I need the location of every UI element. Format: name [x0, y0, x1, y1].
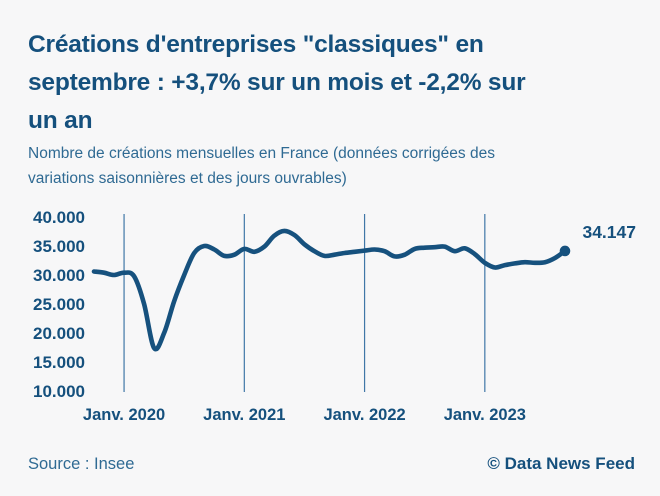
- end-value-label: 34.147: [582, 222, 636, 242]
- y-tick-label: 40.000: [33, 208, 85, 227]
- x-tick-label: Janv. 2022: [323, 406, 405, 424]
- subtitle-line-2: variations saisonnières et des jours ouv…: [28, 170, 347, 187]
- y-tick-label: 25.000: [33, 295, 85, 314]
- y-tick-label: 10.000: [33, 382, 85, 401]
- title-line-3: un an: [28, 107, 93, 134]
- y-tick-label: 20.000: [33, 324, 85, 343]
- x-tick-label: Janv. 2020: [83, 406, 165, 424]
- title-line-2: septembre : +3,7% sur un mois et -2,2% s…: [28, 69, 526, 96]
- y-tick-label: 30.000: [33, 266, 85, 285]
- series-line: [91, 228, 568, 352]
- x-tick-label: Janv. 2021: [203, 406, 285, 424]
- end-point-marker: [559, 245, 571, 257]
- credit-label: © Data News Feed: [487, 454, 635, 473]
- chart-subtitle: Nombre de créations mensuelles en France…: [28, 141, 628, 191]
- title-line-1: Créations d'entreprises "classiques" en: [28, 31, 484, 58]
- y-tick-label: 15.000: [33, 353, 85, 372]
- y-tick-label: 35.000: [33, 237, 85, 256]
- x-tick-label: Janv. 2023: [444, 406, 526, 424]
- subtitle-line-1: Nombre de créations mensuelles en France…: [28, 145, 495, 162]
- page-title: Créations d'entreprises "classiques" en …: [28, 26, 643, 140]
- source-label: Source : Insee: [28, 455, 135, 473]
